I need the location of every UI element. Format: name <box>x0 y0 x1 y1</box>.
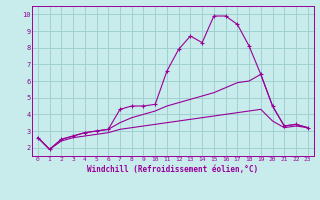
X-axis label: Windchill (Refroidissement éolien,°C): Windchill (Refroidissement éolien,°C) <box>87 165 258 174</box>
